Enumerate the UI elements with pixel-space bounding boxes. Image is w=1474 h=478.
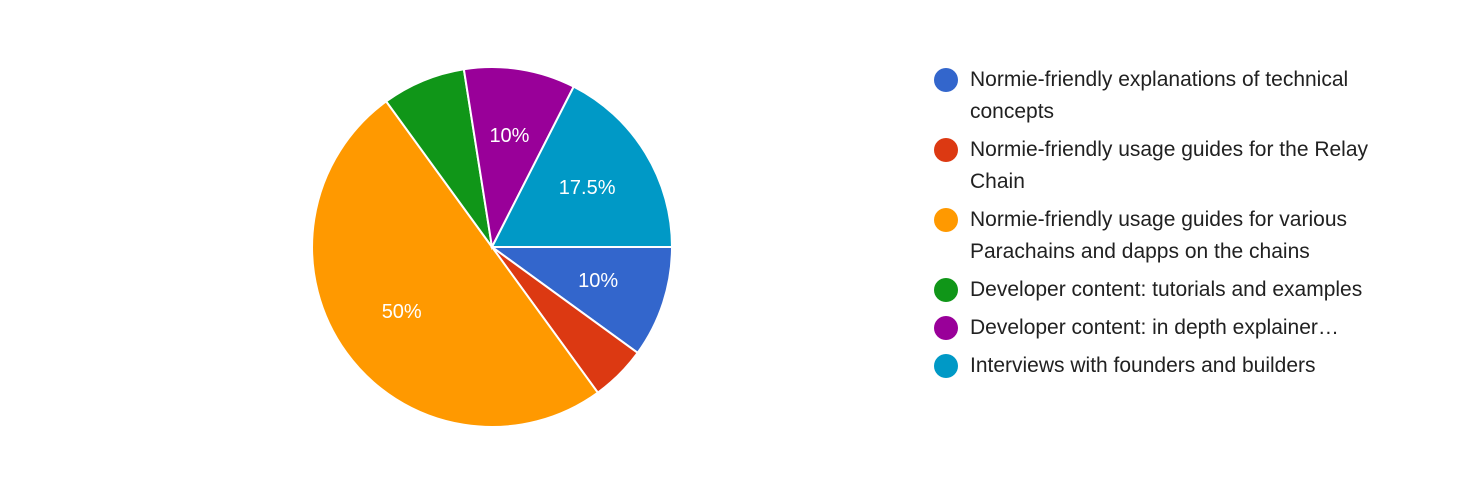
legend-label: Developer content: tutorials and example… [970,278,1363,301]
legend-item[interactable]: Interviews with founders and builders [934,350,1410,382]
slice-value-label: 10% [578,270,618,292]
pie-slice[interactable] [490,85,674,248]
legend-label: Developer content: in depth explainer… [970,316,1339,339]
legend-label: Normie-friendly usage guides for various… [970,208,1348,263]
pie-plot-area: 10% 50% 10% 17.5% [311,66,674,428]
legend-item[interactable]: Normie-friendly usage guides for various… [934,204,1410,268]
slice-value-label: 10% [489,125,529,147]
pie-slice[interactable] [462,66,576,251]
legend-label: Normie-friendly explanations of technica… [970,68,1349,123]
legend-swatch [934,68,958,92]
legend-item[interactable]: Developer content: tutorials and example… [934,274,1410,306]
legend-swatch [934,316,958,340]
slice-value-label: 17.5% [559,177,616,199]
legend-label: Interviews with founders and builders [970,354,1316,377]
legend-label: Normie-friendly usage guides for the Rel… [970,138,1369,193]
legend-item[interactable]: Developer content: in depth explainer… [934,312,1410,344]
legend-item[interactable]: Normie-friendly explanations of technica… [934,64,1410,128]
legend-swatch [934,208,958,232]
legend-item[interactable]: Normie-friendly usage guides for the Rel… [934,134,1410,198]
slice-value-label: 50% [382,301,422,323]
legend-swatch [934,354,958,378]
pie-slice[interactable] [311,99,600,428]
pie-slice[interactable] [488,246,674,355]
legend-swatch [934,278,958,302]
legend: Normie-friendly explanations of technica… [934,64,1434,388]
legend-swatch [934,138,958,162]
